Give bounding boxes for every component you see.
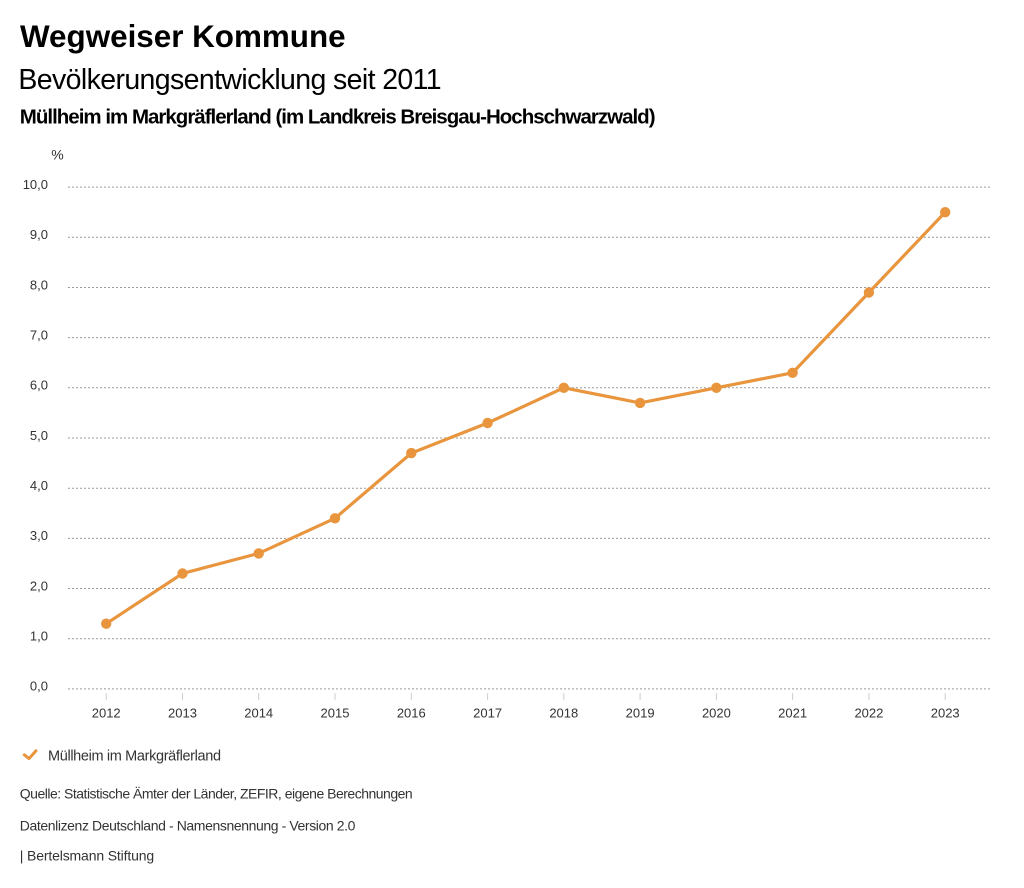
svg-text:4,0: 4,0 bbox=[30, 478, 48, 493]
svg-text:Müllheim im Markgräflerland (i: Müllheim im Markgräflerland (im Landkrei… bbox=[20, 106, 655, 129]
svg-text:7,0: 7,0 bbox=[30, 327, 48, 342]
svg-text:2023: 2023 bbox=[931, 706, 960, 721]
svg-text:Quelle: Statistische Ämter der: Quelle: Statistische Ämter der Länder, Z… bbox=[20, 785, 412, 801]
svg-text:2013: 2013 bbox=[168, 706, 197, 721]
svg-text:Datenlizenz Deutschland - Name: Datenlizenz Deutschland - Namensnennung … bbox=[20, 817, 356, 833]
svg-text:2016: 2016 bbox=[397, 706, 426, 721]
svg-text:2018: 2018 bbox=[549, 706, 578, 721]
svg-text:10,0: 10,0 bbox=[23, 177, 48, 192]
svg-text:8,0: 8,0 bbox=[30, 277, 48, 292]
svg-text:Müllheim im Markgräflerland: Müllheim im Markgräflerland bbox=[48, 749, 221, 765]
svg-text:| Bertelsmann Stiftung: | Bertelsmann Stiftung bbox=[20, 847, 154, 863]
svg-text:Bevölkerungsentwicklung seit 2: Bevölkerungsentwicklung seit 2011 bbox=[18, 64, 441, 96]
svg-text:1,0: 1,0 bbox=[30, 629, 48, 644]
svg-text:2012: 2012 bbox=[92, 706, 121, 721]
svg-text:Wegweiser Kommune: Wegweiser Kommune bbox=[20, 19, 346, 54]
svg-text:2021: 2021 bbox=[778, 706, 807, 721]
svg-text:6,0: 6,0 bbox=[30, 378, 48, 393]
svg-text:2015: 2015 bbox=[321, 706, 350, 721]
svg-text:%: % bbox=[51, 147, 63, 163]
svg-text:2,0: 2,0 bbox=[30, 578, 48, 593]
svg-text:2019: 2019 bbox=[626, 706, 655, 721]
svg-text:2022: 2022 bbox=[854, 706, 883, 721]
svg-text:3,0: 3,0 bbox=[30, 528, 48, 543]
svg-text:9,0: 9,0 bbox=[30, 227, 48, 242]
svg-text:5,0: 5,0 bbox=[30, 428, 48, 443]
svg-text:2017: 2017 bbox=[473, 706, 502, 721]
svg-text:2020: 2020 bbox=[702, 706, 731, 721]
svg-text:2014: 2014 bbox=[244, 706, 273, 721]
svg-text:0,0: 0,0 bbox=[30, 679, 48, 694]
